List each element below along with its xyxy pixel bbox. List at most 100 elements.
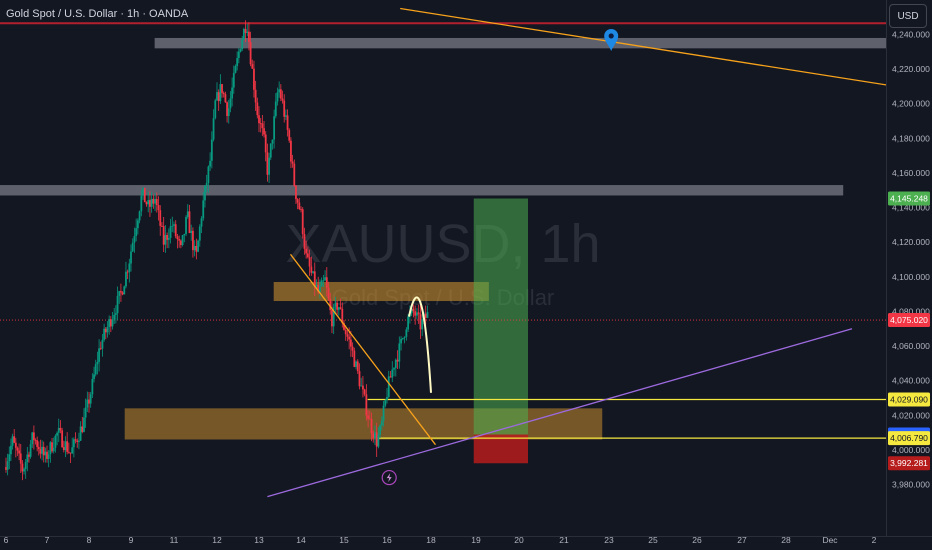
watermark-symbol: XAUUSD, 1h	[285, 214, 600, 274]
candle-body	[219, 84, 222, 102]
candle-body	[283, 100, 286, 117]
candle-body	[336, 302, 339, 310]
candle-body	[212, 118, 215, 140]
candle-body	[332, 306, 335, 327]
candle-body	[303, 234, 306, 249]
candle-body	[360, 385, 363, 387]
candle-body	[174, 224, 177, 237]
time-tick-label: 25	[648, 535, 658, 545]
candle-body	[49, 442, 52, 455]
candle-body	[179, 240, 182, 245]
candle-body	[296, 199, 299, 203]
candle-body	[76, 440, 79, 442]
candle-body	[253, 68, 255, 90]
candle-body	[28, 454, 30, 457]
candle-body	[93, 374, 95, 379]
candle-body	[66, 441, 69, 452]
candle-body	[231, 87, 234, 99]
candle-body	[121, 292, 124, 295]
candle-body	[190, 230, 193, 234]
time-tick-label: 26	[692, 535, 702, 545]
candle-body	[424, 313, 427, 318]
candle-body	[363, 389, 366, 395]
price-tick-label: 4,000.000	[892, 445, 930, 455]
candle-body	[372, 433, 375, 439]
time-tick-label: 27	[737, 535, 747, 545]
candle-body	[337, 307, 340, 310]
candle-body	[284, 115, 287, 117]
candle-body	[79, 426, 82, 441]
target-zone	[473, 198, 528, 435]
candle-body	[288, 129, 291, 141]
candle-body	[315, 284, 318, 287]
candle-body	[295, 185, 297, 200]
candle-body	[341, 308, 344, 324]
candle-body	[6, 461, 9, 470]
alert-pin-dot	[608, 33, 614, 39]
price-tick-label: 4,020.000	[892, 410, 930, 420]
candle-body	[113, 314, 116, 320]
candle-body	[324, 277, 326, 281]
currency-button[interactable]: USD	[889, 4, 927, 28]
projection-arc	[408, 296, 432, 393]
candle-body	[251, 64, 254, 69]
time-tick-label: 2	[872, 535, 877, 545]
candle-body	[69, 452, 72, 454]
candle-body	[266, 152, 269, 175]
candle-body	[161, 225, 163, 227]
candle-body	[200, 218, 203, 227]
supply-zone	[273, 282, 489, 302]
time-axis: 6 7 8 9 11 12 13 14 15 16 18 19 20 21 23 25 26 27 28 Dec 2	[4, 535, 877, 545]
candle-body	[254, 89, 257, 103]
candle-body	[403, 336, 406, 338]
time-tick-label: 16	[382, 535, 392, 545]
candle-body	[16, 447, 19, 451]
candle-body	[256, 102, 259, 116]
candle-body	[319, 286, 321, 293]
candle-body	[185, 216, 187, 234]
candle-body	[374, 432, 376, 439]
candle-body	[120, 291, 122, 293]
candles	[5, 20, 429, 481]
candle-body	[258, 115, 260, 124]
candle-body	[166, 235, 169, 240]
candle-body	[412, 308, 415, 312]
candle-body	[59, 427, 62, 431]
candle-body	[98, 348, 100, 362]
candle-body	[216, 92, 218, 101]
candle-body	[126, 271, 129, 273]
candle-body	[106, 327, 109, 333]
candle-body	[62, 447, 65, 451]
candle-body	[56, 432, 58, 436]
time-tick-label: 15	[339, 535, 349, 545]
candle-body	[331, 310, 333, 327]
time-tick-label: 19	[471, 535, 481, 545]
candle-body	[39, 449, 42, 454]
candle-body	[261, 123, 264, 129]
price-label-text: 4,145.248	[890, 193, 928, 203]
candle-body	[281, 98, 284, 101]
candle-body	[26, 454, 29, 463]
price-tick-label: 4,180.000	[892, 133, 930, 143]
candle-body	[210, 139, 213, 161]
candle-body	[207, 166, 210, 184]
candle-body	[221, 84, 223, 93]
candle-body	[136, 220, 139, 229]
candle-body	[135, 228, 138, 237]
candle-body	[242, 28, 245, 40]
time-tick-label: 21	[559, 535, 569, 545]
candle-body	[138, 211, 141, 221]
candle-body	[104, 328, 107, 333]
candle-body	[131, 242, 134, 252]
time-tick-label: 13	[254, 535, 264, 545]
price-tick-label: 4,200.000	[892, 99, 930, 109]
price-tick-label: 4,160.000	[892, 168, 930, 178]
time-tick-label: 28	[781, 535, 791, 545]
price-label-box	[888, 313, 930, 328]
candle-body	[99, 348, 102, 350]
candle-body	[273, 116, 276, 140]
candle-body	[183, 233, 186, 236]
candle-body	[417, 312, 420, 315]
